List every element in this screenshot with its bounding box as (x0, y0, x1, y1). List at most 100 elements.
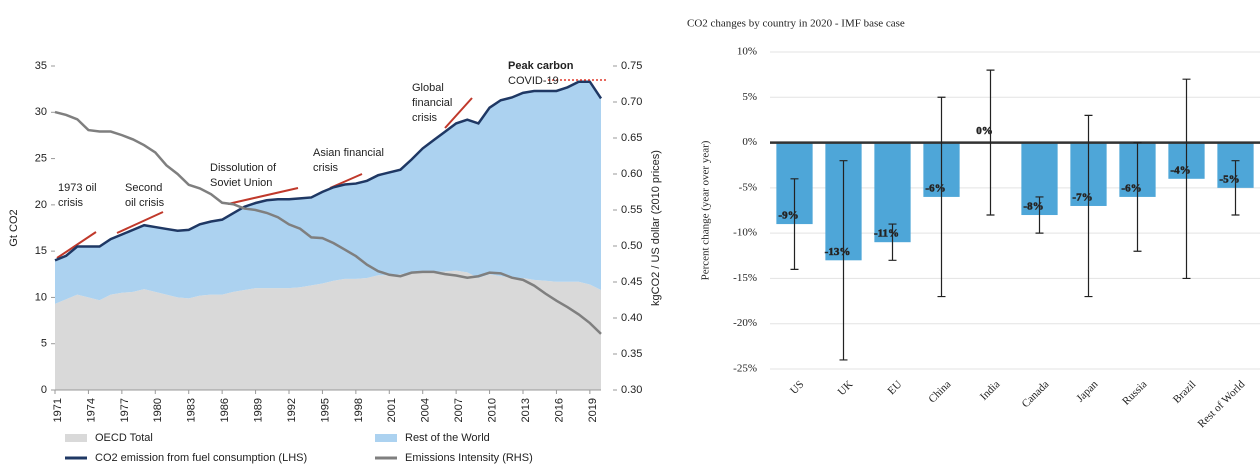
y2-tick-label: 0.35 (621, 348, 642, 360)
error-bar (790, 178, 799, 270)
y2-tick-label: 0.55 (621, 204, 642, 216)
y-tick-label: -15% (733, 272, 757, 284)
legend-label: CO2 emission from fuel consumption (LHS) (95, 452, 307, 464)
error-bar (1035, 196, 1044, 234)
annotation: Asian financial crisis (313, 147, 384, 174)
x-tick-label: 2010 (486, 398, 498, 422)
value-label: -9% (778, 210, 798, 222)
x-tick-label: 2001 (386, 398, 398, 422)
annotation-line: crisis (412, 112, 438, 124)
area (55, 270, 601, 390)
x-tick-label: China (926, 378, 953, 405)
y-tick-label: 5 (41, 338, 47, 350)
x-tick-label: Rest of World (1196, 378, 1248, 430)
legend-swatch (65, 434, 87, 442)
x-tick-label: US (788, 378, 806, 396)
legend-label: Emissions Intensity (RHS) (405, 452, 533, 464)
x-tick-label: 1983 (186, 398, 198, 422)
x-tick-label: 1992 (286, 398, 298, 422)
y2-tick-label: 0.30 (621, 384, 642, 396)
annotation: Dissolution of Soviet Union (210, 162, 277, 189)
x-tick-label: 1986 (219, 398, 231, 422)
value-label: 0% (976, 125, 993, 137)
y-tick-label: -25% (733, 363, 757, 375)
annotation: Global financial crisis (412, 82, 452, 124)
annotation-line: Global (412, 82, 444, 94)
annotation-line: Soviet Union (210, 177, 272, 189)
annotation-line: 1973 oil (58, 182, 97, 194)
x-tick-label: 2007 (453, 398, 465, 422)
error-bar (937, 96, 946, 298)
line (54, 110, 602, 335)
x-tick-label: 1980 (152, 398, 164, 422)
error-bar (1231, 160, 1240, 216)
y-axis-label: Gt CO2 (8, 209, 20, 246)
y-tick-label: 10 (35, 291, 47, 303)
annotation: 1973 oil crisis (58, 182, 97, 209)
y2-tick-label: 0.50 (621, 240, 642, 252)
y-tick-label: 30 (35, 106, 47, 118)
legend-label: Rest of the World (405, 432, 490, 444)
y-tick-label: -20% (733, 317, 757, 329)
x-tick-label: 2016 (553, 398, 565, 422)
error-bar (839, 160, 848, 361)
y2-tick-label: 0.75 (621, 60, 642, 72)
y-tick-label: 35 (35, 60, 47, 72)
value-label: -7% (1072, 192, 1092, 204)
annotation-line: Asian financial (313, 147, 384, 159)
y-axis-label: Percent change (year over year) (700, 140, 712, 280)
x-tick-label: 1971 (52, 398, 64, 422)
crisis-marker (116, 211, 164, 234)
value-label: -8% (1023, 201, 1043, 213)
crisis-marker (56, 231, 97, 259)
error-bar (1182, 78, 1191, 280)
legend-swatch (375, 434, 397, 442)
y-tick-label: 5% (742, 91, 757, 103)
x-tick-label: Canada (1020, 378, 1052, 410)
error-bar (986, 69, 995, 216)
error-bar (1084, 114, 1093, 298)
y2-tick-label: 0.40 (621, 312, 642, 324)
annotation-line: financial (412, 97, 452, 109)
x-tick-label: 2019 (587, 398, 599, 422)
crisis-marker (444, 97, 473, 129)
y-tick-label: 0 (41, 384, 47, 396)
x-tick-label: Brazil (1171, 378, 1198, 405)
crisis-marker (227, 187, 299, 205)
annotation: COVID-19 (508, 75, 559, 87)
y2-tick-label: 0.45 (621, 276, 642, 288)
x-tick-label: 1989 (252, 398, 264, 422)
x-tick-label: India (978, 378, 1003, 403)
error-bar (1133, 141, 1142, 252)
y-tick-label: 0% (742, 136, 757, 148)
annotation-line: Dissolution of (210, 162, 277, 174)
y-tick-label: -10% (733, 227, 757, 239)
value-label: -11% (874, 228, 899, 240)
annotation-line: crisis (58, 197, 84, 209)
x-tick-label: EU (886, 378, 905, 397)
line (54, 80, 603, 262)
annotation: Peak carbon (508, 60, 574, 72)
annotation-line: Second (125, 182, 162, 194)
error-bar (888, 223, 897, 261)
y2-tick-label: 0.70 (621, 96, 642, 108)
x-tick-label: 1998 (353, 398, 365, 422)
legend-label: OECD Total (95, 432, 153, 444)
value-label: -6% (1121, 182, 1141, 194)
annotation-line: crisis (313, 162, 339, 174)
value-label: -13% (825, 246, 851, 258)
y-tick-label: 20 (35, 199, 47, 211)
y2-tick-label: 0.65 (621, 132, 642, 144)
area (55, 81, 601, 304)
y-tick-label: 15 (35, 245, 47, 257)
y-tick-label: 10% (737, 46, 757, 58)
annotation: Second oil crisis (125, 182, 165, 209)
x-tick-label: UK (836, 378, 856, 398)
x-tick-label: 1977 (119, 398, 131, 422)
x-tick-label: Russia (1120, 378, 1149, 407)
x-tick-label: 2004 (420, 398, 432, 422)
value-label: -6% (925, 182, 945, 194)
y2-axis-label: kgCO2 / US dollar (2010 prices) (650, 150, 662, 306)
annotation-line: COVID-19 (508, 75, 559, 87)
